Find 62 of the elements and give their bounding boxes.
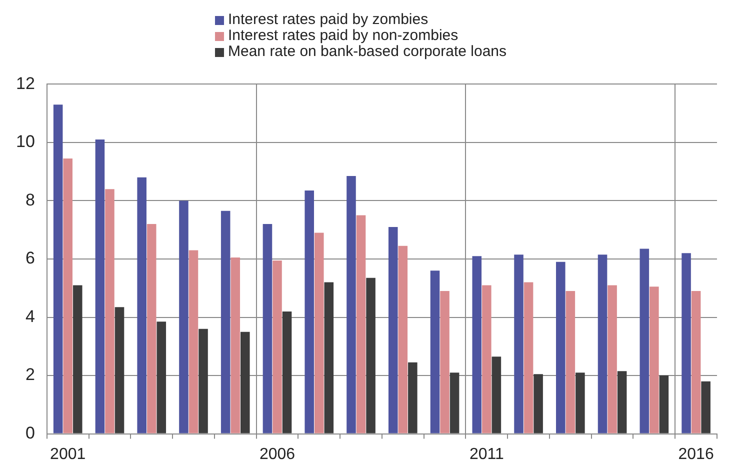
bar <box>701 381 710 434</box>
bar <box>262 224 272 434</box>
bar <box>356 215 366 434</box>
bar <box>534 374 543 434</box>
bar <box>198 328 208 434</box>
bar <box>450 372 460 434</box>
bar <box>346 176 356 434</box>
bar <box>324 282 334 434</box>
bar <box>188 250 198 434</box>
y-tick-label: 2 <box>25 365 35 384</box>
y-tick-label: 10 <box>16 132 35 152</box>
y-tick-label: 4 <box>25 306 35 326</box>
bar <box>95 140 105 434</box>
bar <box>230 258 240 434</box>
bar <box>220 210 230 434</box>
bar <box>63 158 72 434</box>
bar <box>72 285 82 434</box>
bar <box>430 270 440 434</box>
bar <box>240 332 250 434</box>
bar <box>304 190 314 434</box>
bar <box>282 311 292 434</box>
bar <box>366 278 376 434</box>
bar <box>576 372 585 434</box>
bar <box>440 291 450 434</box>
bar <box>156 322 166 434</box>
bar <box>114 307 124 434</box>
bar <box>398 246 408 434</box>
bar <box>179 200 188 434</box>
legend-label: Mean rate on bank-based corporate loans <box>228 43 507 60</box>
y-tick-label: 12 <box>16 74 35 93</box>
bar <box>492 356 502 434</box>
bar <box>556 262 566 434</box>
legend-label: Interest rates paid by non-zombies <box>228 27 458 44</box>
bar <box>524 282 534 434</box>
bar <box>314 232 324 434</box>
bar <box>472 256 482 434</box>
bar <box>137 177 146 434</box>
bar <box>105 189 114 434</box>
bar <box>388 226 398 434</box>
bar <box>659 376 669 434</box>
x-tick-label: 2011 <box>469 446 504 463</box>
bar <box>617 371 627 434</box>
bar <box>640 248 650 434</box>
bar <box>408 362 418 434</box>
bar <box>53 104 63 434</box>
bar <box>146 224 156 434</box>
bar <box>682 253 691 434</box>
bar <box>608 285 617 434</box>
bar <box>598 254 608 434</box>
bar <box>514 254 524 434</box>
x-tick-label: 2016 <box>678 446 714 463</box>
x-tick-label: 2001 <box>50 446 86 463</box>
legend-label: Interest rates paid by zombies <box>228 11 428 28</box>
bar <box>691 291 701 434</box>
bar <box>482 285 492 434</box>
bar <box>650 286 659 434</box>
y-tick-label: 0 <box>25 423 35 442</box>
y-tick-label: 8 <box>25 190 35 210</box>
x-tick-label: 2006 <box>259 446 296 463</box>
bar <box>272 260 282 434</box>
bar <box>566 291 576 434</box>
y-tick-label: 6 <box>25 248 35 268</box>
